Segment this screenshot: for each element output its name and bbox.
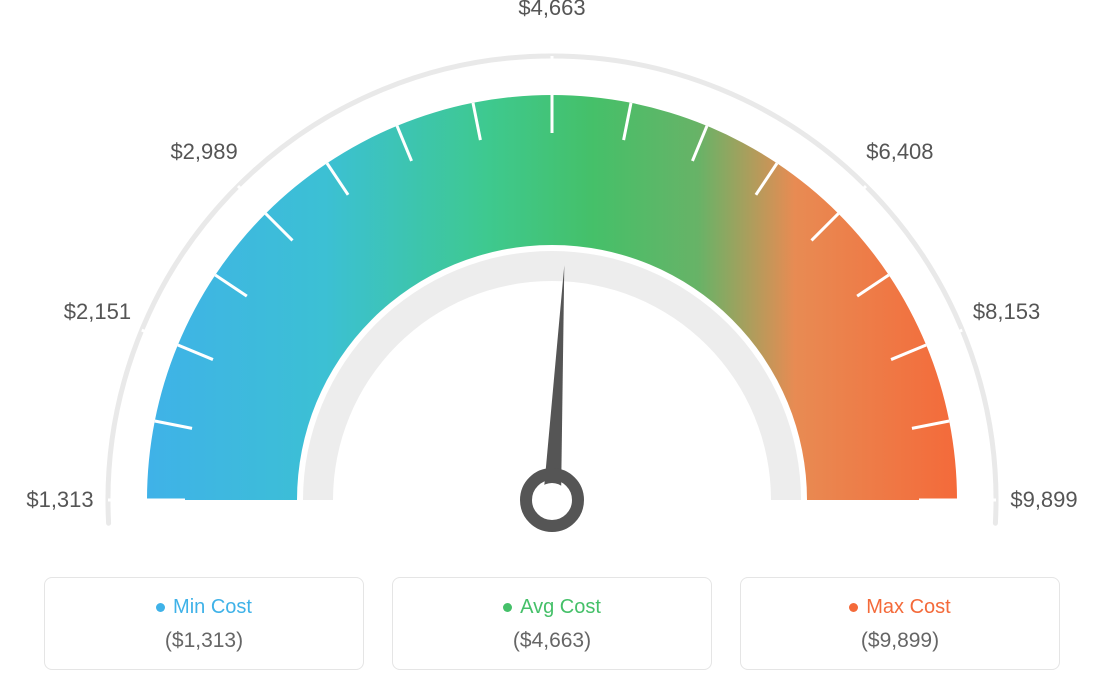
tick-label: $2,151 [64, 299, 131, 325]
tick-label: $8,153 [973, 299, 1040, 325]
legend-title-avg: Avg Cost [503, 596, 601, 619]
minor-tick [309, 136, 322, 156]
legend-value-max: ($9,899) [751, 629, 1049, 653]
legend-card-max: Max Cost ($9,899) [740, 577, 1060, 670]
minor-tick [384, 95, 393, 117]
legend-title-text-min: Min Cost [173, 596, 252, 619]
minor-tick [782, 136, 795, 156]
tick-label: $6,408 [866, 139, 933, 165]
gauge-container: $1,313 $2,151 $2,989 $4,663 $6,408 $8,153 $9,8… [0, 0, 1104, 560]
major-tick [840, 186, 865, 211]
legend-value-min: ($1,313) [55, 629, 353, 653]
major-tick [142, 330, 175, 344]
minor-tick [467, 70, 472, 94]
legend-value-avg: ($4,663) [403, 629, 701, 653]
tick-label: $2,989 [170, 139, 237, 165]
tick-label: $4,663 [518, 0, 585, 21]
legend-card-min: Min Cost ($1,313) [44, 577, 364, 670]
minor-tick [710, 95, 719, 117]
minor-tick [122, 415, 146, 420]
tick-label: $9,899 [1010, 487, 1077, 513]
legend-dot-min [156, 603, 165, 612]
legend-dot-max [849, 603, 858, 612]
legend-title-max: Max Cost [849, 596, 950, 619]
minor-tick [633, 70, 638, 94]
gauge-svg [0, 0, 1104, 560]
legend-title-text-avg: Avg Cost [520, 596, 601, 619]
legend-row: Min Cost ($1,313) Avg Cost ($4,663) Max … [0, 577, 1104, 670]
legend-title-text-max: Max Cost [866, 596, 950, 619]
legend-title-min: Min Cost [156, 596, 252, 619]
minor-tick [188, 257, 208, 270]
legend-dot-avg [503, 603, 512, 612]
tick-label: $1,313 [26, 487, 93, 513]
needle [543, 265, 564, 500]
legend-card-avg: Avg Cost ($4,663) [392, 577, 712, 670]
major-tick [929, 330, 962, 344]
minor-tick [958, 415, 982, 420]
minor-tick [896, 257, 916, 270]
major-tick [238, 186, 263, 211]
needle-hub-inner [535, 483, 569, 517]
